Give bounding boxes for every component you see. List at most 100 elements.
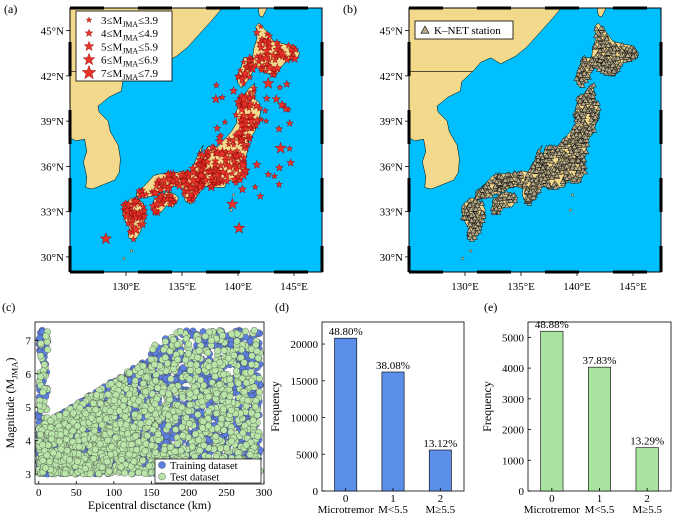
station-triangle	[588, 103, 595, 109]
earthquake-star	[211, 176, 219, 184]
frame-bar-left	[407, 178, 411, 212]
station-triangle	[552, 184, 559, 190]
small-island	[130, 249, 134, 253]
earthquake-star	[228, 85, 239, 95]
earthquake-star	[221, 152, 231, 162]
station-triangle	[533, 177, 540, 183]
earthquake-star	[238, 160, 249, 170]
earthquake-star	[261, 36, 269, 44]
earthquake-star	[195, 161, 202, 169]
lon-tick-label: 135°E	[507, 281, 535, 293]
earthquake-star	[234, 128, 244, 137]
station-triangle	[584, 72, 591, 78]
earthquake-star	[253, 52, 261, 60]
earthquake-star	[193, 174, 202, 184]
earthquake-star	[252, 115, 262, 125]
test-point	[172, 426, 180, 434]
station-triangle	[605, 42, 612, 48]
station-triangle	[498, 198, 505, 205]
small-island	[122, 257, 126, 260]
earthquake-star	[235, 101, 243, 108]
station-triangle	[538, 175, 545, 182]
station-triangle	[582, 97, 589, 103]
earthquake-star	[136, 193, 143, 200]
lat-tick-label: 33°N	[380, 207, 403, 219]
station-triangle	[587, 97, 594, 103]
test-point	[249, 416, 257, 424]
station-triangle	[549, 147, 556, 153]
station-triangle	[575, 157, 582, 163]
earthquake-star	[225, 140, 233, 148]
station-triangle	[607, 56, 614, 63]
station-triangle	[611, 51, 617, 57]
station-triangle	[575, 113, 582, 120]
earthquake-star	[140, 206, 149, 215]
station-triangle	[535, 187, 542, 193]
earthquake-star	[142, 190, 150, 198]
test-point	[141, 469, 149, 477]
frame-bar-top	[70, 6, 104, 10]
earthquake-star	[257, 65, 266, 74]
lat-tick-label: 30°N	[41, 252, 64, 264]
lat-tick-label: 30°N	[380, 252, 403, 264]
frame-bar-top	[613, 6, 647, 10]
station-triangle	[530, 180, 537, 186]
earthquake-star	[250, 123, 258, 130]
station-triangle	[583, 148, 590, 154]
frame-bar-left	[68, 178, 72, 212]
legend-star	[83, 40, 95, 51]
station-triangle	[573, 165, 579, 171]
earthquake-star	[218, 167, 228, 177]
legend-entry-label: 4≤MJMA≤4.9	[101, 28, 158, 42]
earthquake-star	[234, 72, 242, 81]
station-triangle	[571, 143, 578, 150]
test-point	[121, 413, 129, 421]
station-triangle	[559, 178, 566, 184]
station-triangle	[581, 56, 588, 62]
station-triangle	[492, 183, 499, 189]
frame-bar-left	[68, 110, 72, 144]
station-triangle	[561, 158, 568, 165]
earthquake-star	[274, 124, 284, 133]
station-triangle	[551, 166, 558, 172]
frame-bar-bottom	[274, 270, 308, 274]
station-triangle	[592, 114, 599, 120]
training-point	[163, 432, 171, 440]
station-triangle	[467, 221, 474, 227]
earthquake-star	[203, 157, 212, 166]
test-point	[239, 429, 247, 437]
station-triangle	[504, 171, 510, 178]
test-point	[222, 444, 230, 452]
earthquake-star	[214, 135, 225, 146]
station-triangle	[577, 131, 583, 138]
earthquake-star	[156, 192, 165, 200]
test-point	[97, 400, 105, 408]
earthquake-star	[225, 135, 233, 143]
earthquake-star	[257, 23, 264, 30]
station-triangle	[596, 35, 603, 41]
test-point	[242, 327, 249, 335]
station-triangle	[466, 197, 473, 203]
earthquake-star	[129, 235, 138, 243]
lat-tick-label: 36°N	[41, 161, 64, 173]
test-point	[135, 469, 142, 476]
frame-bar-top	[138, 6, 172, 10]
test-point	[139, 362, 147, 370]
station-triangle	[573, 131, 580, 137]
lon-tick-label: 140°E	[563, 281, 591, 293]
earthquake-star	[276, 83, 284, 91]
lat-tick-label: 42°N	[380, 71, 403, 83]
lon-tick-label: 130°E	[112, 281, 140, 293]
earthquake-star	[169, 198, 177, 206]
earthquake-star	[181, 180, 190, 188]
station-triangle	[613, 59, 620, 65]
training-point	[179, 364, 187, 372]
station-triangle	[504, 202, 511, 209]
station-triangle	[479, 187, 486, 193]
earthquake-star-large	[226, 197, 239, 210]
earthquake-star	[163, 169, 173, 179]
station-triangle	[471, 234, 478, 240]
earthquake-star	[277, 99, 287, 110]
earthquake-star	[232, 179, 240, 187]
